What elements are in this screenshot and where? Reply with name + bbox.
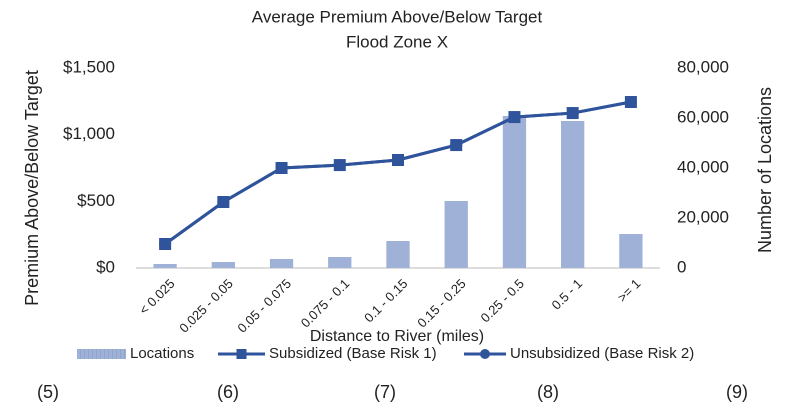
- x-tick-label: >= 1: [614, 276, 643, 305]
- x-tick-label: 0.1 - 0.15: [361, 276, 410, 325]
- bar: [269, 259, 294, 268]
- y-axis-label: Premium Above/Below Target: [22, 70, 42, 306]
- marker: [566, 107, 579, 120]
- x-tick-label: 0.05 - 0.075: [234, 276, 294, 336]
- y2-tick-label: 0: [677, 257, 686, 276]
- panel-label: (9): [726, 382, 748, 402]
- bar: [211, 262, 235, 268]
- marker: [159, 238, 172, 250]
- marker: [275, 162, 288, 174]
- bar: [502, 116, 527, 268]
- y2-tick-label: 80,000: [677, 57, 729, 76]
- marker: [217, 196, 230, 208]
- y2-tick-label: 20,000: [677, 207, 729, 226]
- marker: [333, 159, 346, 172]
- y-tick-label: $0: [96, 257, 115, 276]
- bar: [153, 264, 177, 268]
- bar: [561, 121, 585, 268]
- bar: [386, 241, 410, 268]
- x-tick-label: 0.5 - 1: [549, 276, 586, 313]
- y-tick-label: $1,500: [63, 57, 115, 76]
- bar: [328, 257, 352, 268]
- panel-label: (8): [537, 382, 559, 402]
- y-tick-label: $1,000: [63, 124, 115, 143]
- legend-label: Unsubsidized (Base Risk 2): [510, 345, 694, 362]
- legend-label: Locations: [130, 345, 194, 362]
- legend-marker: [480, 349, 490, 359]
- y-tick-label: $500: [77, 191, 115, 210]
- y2-tick-label: 40,000: [677, 157, 729, 176]
- legend-swatch: [77, 349, 126, 359]
- x-tick-label: 0.025 - 0.05: [176, 276, 236, 336]
- legend-label: Subsidized (Base Risk 1): [269, 345, 437, 362]
- y2-tick-label: 60,000: [677, 107, 729, 126]
- x-tick-label: 0.075 - 0.1: [298, 276, 353, 331]
- x-tick-label: 0.15 - 0.25: [414, 276, 469, 331]
- x-tick-label: 0.25 - 0.5: [478, 276, 527, 325]
- marker: [392, 154, 404, 166]
- panel-label: (7): [374, 382, 396, 402]
- panel-label: (6): [217, 382, 239, 402]
- y2-axis-label: Number of Locations: [755, 87, 775, 253]
- marker: [624, 96, 637, 108]
- x-axis-label: Distance to River (miles): [310, 328, 484, 345]
- legend-marker: [236, 349, 247, 359]
- bar: [444, 201, 468, 268]
- chart-title: Average Premium Above/Below Target: [252, 7, 543, 26]
- bar: [619, 234, 643, 268]
- x-tick-label: < 0.025: [136, 276, 178, 318]
- marker: [450, 139, 463, 152]
- panel-label: (5): [37, 382, 59, 402]
- marker: [508, 111, 521, 124]
- chart-subtitle: Flood Zone X: [346, 32, 448, 51]
